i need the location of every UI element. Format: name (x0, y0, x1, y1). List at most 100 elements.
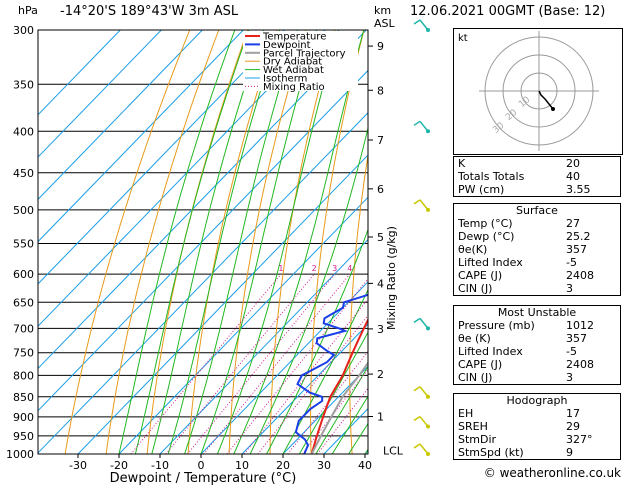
lcl-label: LCL (383, 444, 404, 457)
mixing-ratio-line (226, 278, 368, 454)
hodograph-ring-label: 20 (504, 108, 519, 123)
km-tick-label: 7 (377, 134, 384, 147)
isotherm-line (282, 365, 368, 454)
row-value: 1012 (566, 319, 594, 332)
temperature-tick-label: 30 (317, 459, 331, 472)
isotherm-line (38, 30, 285, 285)
wind-barb-point (426, 394, 430, 399)
row-label: Temp (°C) (458, 217, 513, 230)
row-value: 40 (566, 170, 580, 183)
hodograph-ring-label: 10 (517, 95, 532, 110)
isotherm-line (38, 30, 162, 158)
km-tick-label: 6 (377, 183, 384, 196)
wind-barb-point (426, 424, 430, 429)
wet-adiabat-line (134, 30, 250, 454)
km-tick-label: 9 (377, 40, 384, 53)
dry-adiabat-line (624, 30, 629, 454)
legend-label: Parcel Trajectory (263, 48, 346, 59)
legend-label: Wet Adiabat (263, 65, 324, 76)
pressure-tick-label: 450 (13, 167, 34, 180)
mixing-ratio-line (130, 273, 282, 454)
row-value: 3 (566, 282, 573, 295)
row-label: CIN (J) (458, 282, 493, 295)
table-row: PW (cm) 3.55 (454, 183, 620, 196)
dry-adiabat-line (228, 30, 307, 454)
mixing-ratio-label: 4 (347, 264, 352, 273)
pressure-tick-label: 950 (13, 430, 34, 443)
temperature-tick-label: 10 (235, 459, 249, 472)
row-value: 25.2 (566, 230, 591, 243)
surface-table: Surface Temp (°C) 27 Dewp (°C) 25.2 θe(K) 357 L… (453, 203, 621, 296)
wet-adiabat-line (266, 228, 368, 454)
plot-frame (37, 29, 369, 455)
wet-adiabat-line (151, 30, 265, 454)
legend-label: Dry Adiabat (263, 57, 322, 68)
table-row: Pressure (mb) 1012 (454, 319, 620, 332)
row-label: K (458, 157, 466, 170)
hodograph-ring-label: 30 (491, 121, 506, 136)
pressure-tick-label: 500 (13, 204, 34, 217)
wet-adiabat-line (282, 288, 368, 454)
table-row: Lifted Index -5 (454, 345, 620, 358)
row-value: -5 (566, 345, 577, 358)
wet-adiabat-line (118, 30, 236, 454)
mixing-ratio-line (187, 273, 336, 454)
wind-barb-point (426, 207, 430, 212)
mixing-ratio-line (257, 314, 368, 454)
dry-adiabat-line (146, 30, 249, 454)
table-row: StmSpd (kt) 9 (454, 446, 620, 459)
row-label: CAPE (J) (458, 358, 503, 371)
pressure-tick-label: 900 (13, 411, 34, 424)
dry-adiabat-line (64, 30, 191, 454)
mixing-ratio-label: 20 (438, 264, 448, 273)
km-label: km ASL (374, 4, 395, 30)
mixing-ratio-label: 6 (369, 264, 374, 273)
hpa-label: hPa (18, 4, 38, 17)
isotherm-line (38, 30, 367, 370)
row-label: StmSpd (kt) (458, 446, 524, 459)
mixing-ratio-label: 2 (312, 264, 317, 273)
table-row: CAPE (J) 2408 (454, 269, 620, 282)
isotherm-line (38, 30, 203, 201)
dry-adiabat-line (187, 30, 278, 454)
wind-barb (413, 415, 429, 428)
wind-barb-point (426, 452, 430, 456)
wet-adiabat-line (249, 126, 368, 454)
table-row: Lifted Index -5 (454, 256, 620, 269)
table-row: Temp (°C) 27 (454, 217, 620, 230)
wind-barb (413, 19, 429, 31)
temperature-tick-label: 40 (358, 459, 372, 472)
wind-barb (413, 443, 429, 455)
isotherm-line (159, 238, 368, 454)
temperature-tick-label: 0 (198, 459, 205, 472)
row-value: 3.55 (566, 183, 591, 196)
km-tick-label: 2 (377, 368, 384, 381)
dry-adiabat-line (349, 152, 368, 454)
hodograph-trace (538, 90, 554, 110)
table-row: CAPE (J) 2408 (454, 358, 620, 371)
pressure-tick-label: 550 (13, 237, 34, 250)
table-row: StmDir 327° (454, 433, 620, 446)
hodograph-table: Hodograph EH 17 SREH 29 StmDir 327° StmSpd (kt)… (453, 393, 621, 460)
parcel-trajectory-line (310, 361, 368, 454)
wet-adiabat-line (331, 395, 368, 454)
dewpoint-line (294, 293, 368, 454)
pressure-tick-label: 850 (13, 391, 34, 404)
hodograph-storm-point (551, 107, 555, 111)
mixing-ratio-label: 1 (278, 264, 283, 273)
wet-adiabat-line (315, 365, 368, 454)
wet-adiabat-line (233, 30, 365, 454)
wind-barb-point (426, 129, 430, 134)
row-label: Dewp (°C) (458, 230, 515, 243)
pressure-tick-label: 1000 (6, 448, 34, 461)
wet-adiabat-line (184, 30, 298, 454)
pressure-tick-label: 650 (13, 296, 34, 309)
wind-barb (413, 317, 429, 329)
table-row: CIN (J) 3 (454, 282, 620, 295)
dry-adiabat-line (105, 30, 220, 454)
temperature-line (310, 317, 368, 454)
isotherm-line (38, 112, 368, 454)
table-row: Totals Totals 40 (454, 170, 620, 183)
km-tick-label: 1 (377, 411, 384, 424)
